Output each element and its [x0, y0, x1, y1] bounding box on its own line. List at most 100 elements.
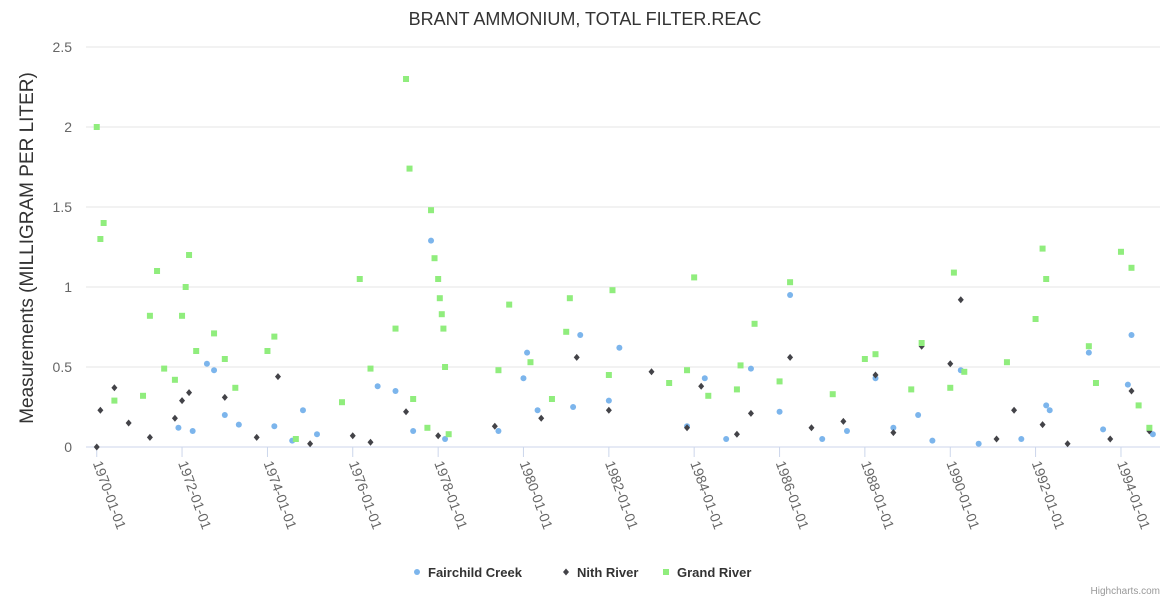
chart-title: BRANT AMMONIUM, TOTAL FILTER.REAC	[409, 9, 762, 29]
data-point	[1018, 436, 1025, 442]
data-point	[264, 348, 271, 354]
data-point	[1011, 406, 1018, 414]
data-point	[1039, 421, 1046, 429]
data-point	[428, 237, 435, 244]
data-point	[950, 269, 957, 276]
data-point	[491, 422, 498, 430]
data-point	[829, 391, 836, 398]
data-point	[203, 360, 210, 367]
data-point	[819, 436, 826, 442]
data-point	[890, 424, 897, 431]
x-tick-label: 1974-01-01	[261, 459, 301, 532]
legend-item-fairchild-creek[interactable]: Fairchild Creek	[414, 565, 523, 580]
data-point	[271, 333, 278, 340]
data-point	[392, 388, 399, 394]
series-grand-river	[93, 76, 1153, 442]
data-point	[111, 384, 118, 392]
x-tick-label: 1986-01-01	[773, 459, 813, 532]
data-point	[495, 367, 502, 374]
x-tick-label: 1976-01-01	[346, 459, 386, 532]
y-tick-label: 1.5	[53, 199, 73, 215]
legend-marker	[563, 568, 569, 576]
data-point	[367, 438, 374, 446]
data-point	[403, 408, 410, 416]
data-point	[1107, 435, 1114, 443]
data-point	[616, 344, 623, 351]
grid-lines	[86, 46, 1160, 368]
data-point	[684, 424, 691, 432]
data-point	[349, 432, 356, 440]
data-point	[438, 311, 445, 318]
data-point	[524, 349, 531, 356]
data-point	[563, 328, 570, 335]
data-point	[232, 384, 239, 391]
data-point	[428, 207, 435, 214]
series-fairchild-creek	[175, 237, 1156, 447]
data-point	[440, 325, 447, 332]
data-point	[605, 372, 612, 378]
data-point	[171, 414, 178, 422]
data-point	[431, 255, 438, 262]
data-point	[993, 435, 1000, 443]
data-point	[1117, 248, 1124, 255]
data-point	[1043, 276, 1050, 282]
y-tick-label: 1	[64, 279, 72, 295]
data-point	[410, 428, 417, 434]
data-point	[733, 386, 740, 393]
data-point	[751, 320, 758, 327]
y-tick-label: 0	[64, 439, 72, 455]
x-tick-label: 1978-01-01	[431, 459, 471, 532]
data-point	[918, 340, 925, 346]
data-point	[737, 362, 744, 369]
data-point	[175, 424, 182, 431]
y-axis-tick-labels: 0 0.5 1 1.5 2 2.5	[53, 39, 73, 455]
data-point	[776, 408, 783, 415]
data-point	[947, 384, 954, 391]
data-point	[733, 430, 740, 438]
data-point	[193, 348, 200, 354]
y-tick-label: 2.5	[53, 39, 73, 55]
data-point	[1046, 407, 1053, 414]
data-point	[292, 436, 299, 442]
data-point	[1124, 381, 1131, 388]
data-point	[436, 295, 443, 302]
data-point	[171, 376, 178, 383]
x-tick-label: 1994-01-01	[1114, 459, 1154, 532]
data-point	[442, 436, 449, 442]
data-point	[747, 409, 754, 417]
data-point	[221, 356, 228, 362]
data-point	[1128, 387, 1135, 395]
data-point	[338, 399, 345, 406]
data-point	[957, 296, 964, 304]
data-point	[506, 301, 513, 308]
data-point	[573, 353, 580, 361]
data-point	[179, 397, 186, 405]
data-point	[186, 252, 193, 258]
x-tick-label: 1972-01-01	[175, 459, 215, 532]
data-point	[1064, 440, 1071, 448]
data-point	[1085, 343, 1092, 350]
legend-label: Grand River	[677, 565, 751, 580]
legend-item-grand-river[interactable]: Grand River	[663, 565, 751, 580]
legend-item-nith-river[interactable]: Nith River	[563, 565, 638, 580]
data-point	[274, 373, 281, 381]
data-point	[787, 292, 794, 298]
data-point	[534, 407, 541, 414]
data-point	[442, 364, 449, 370]
x-tick-label: 1990-01-01	[943, 459, 983, 532]
data-point	[313, 431, 320, 438]
data-point	[221, 393, 228, 401]
data-point	[392, 325, 399, 332]
y-axis-title: Measurements (MILLIGRAM PER LITER)	[17, 72, 38, 424]
data-point	[93, 443, 100, 451]
data-point	[100, 220, 107, 226]
data-point	[872, 351, 879, 358]
data-point	[566, 295, 573, 302]
data-point	[609, 287, 616, 294]
data-point	[747, 365, 754, 372]
credits-label[interactable]: Highcharts.com	[1091, 586, 1160, 597]
data-point	[299, 407, 306, 414]
data-point	[872, 371, 879, 379]
data-point	[698, 382, 705, 390]
data-point	[1128, 264, 1135, 271]
